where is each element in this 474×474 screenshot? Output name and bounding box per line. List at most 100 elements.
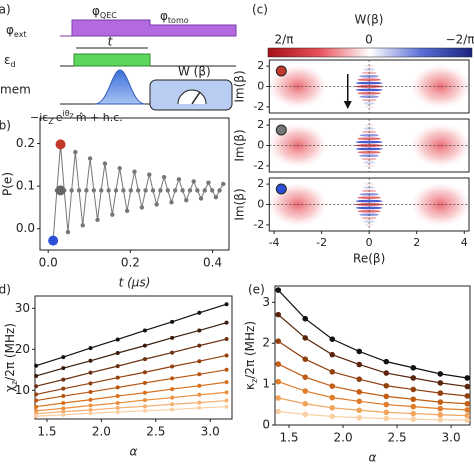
fringe	[355, 199, 383, 203]
data-point	[34, 384, 39, 389]
highlight-point	[55, 139, 66, 150]
data-point	[124, 208, 130, 214]
x-tick-label: 1.5	[279, 431, 298, 445]
data-point	[170, 402, 175, 407]
data-point	[34, 373, 39, 378]
phi-pulse	[60, 19, 237, 37]
y-axis-label-part: z	[10, 381, 19, 385]
hamiltonian: −iεZ eiθz m̂ + h.c.	[30, 109, 123, 126]
data-point	[170, 395, 175, 400]
data-point	[61, 377, 66, 382]
pulse-diagram: (a) φext φQEC φtomo εd t mem W (β) −iεZe…	[0, 3, 237, 126]
data-point	[275, 338, 282, 344]
data-point	[170, 335, 175, 340]
x-tick-label: 2.0	[334, 431, 353, 445]
fringe	[364, 123, 374, 127]
data-point	[142, 328, 147, 333]
data-point	[383, 382, 390, 389]
fringe	[357, 78, 381, 81]
data-point	[170, 319, 175, 324]
y-tick-label: 3	[262, 295, 270, 309]
fringe	[364, 105, 374, 109]
x-tick-label: 2.0	[92, 425, 111, 439]
data-point	[115, 364, 120, 369]
coherent-blob	[410, 123, 471, 168]
data-point	[61, 355, 66, 360]
data-point	[197, 359, 202, 364]
data-point	[302, 388, 309, 394]
data-point	[76, 188, 82, 193]
data-point	[302, 335, 309, 341]
data-point	[329, 336, 336, 342]
data-point	[73, 149, 78, 155]
plot-frame	[34, 295, 233, 420]
data-point	[302, 315, 309, 322]
data-point	[329, 351, 336, 358]
data-point	[464, 400, 471, 407]
colorbar	[267, 47, 473, 58]
data-point	[142, 380, 147, 385]
fringe	[357, 196, 381, 199]
series-line	[35, 303, 227, 367]
y-axis-label-part: /2π (MHz)	[3, 323, 17, 381]
wigner-panels: -2 0 2 Im(β) -2 0 2 Im(β) -2 0 2 Im(β) -4 -2 0 2 4 Re(β)	[233, 59, 471, 266]
data-point	[410, 364, 417, 371]
y-axis-label: Im(β)	[233, 70, 247, 102]
data-point	[154, 202, 159, 207]
data-point	[302, 374, 309, 380]
data-point	[356, 414, 363, 421]
data-point	[172, 188, 178, 193]
data-point	[410, 386, 417, 393]
panel-label: (b)	[0, 119, 11, 133]
y-axis-label: Im(β)	[233, 188, 247, 220]
y-axis-label-part: κ	[243, 383, 257, 390]
fringe	[355, 81, 383, 85]
data-point	[197, 383, 202, 388]
data-point	[437, 371, 444, 377]
data-point	[437, 380, 444, 386]
data-point	[88, 397, 93, 402]
state-marker	[275, 124, 287, 136]
data-point	[115, 410, 120, 415]
y-tick-label: 2	[257, 59, 264, 72]
coherent-blob	[410, 182, 471, 227]
series-line	[35, 354, 227, 395]
data-point	[202, 188, 207, 193]
data-point	[87, 156, 93, 161]
colorbar-mid: 0	[365, 33, 373, 47]
x-tick-label: 0	[366, 236, 373, 249]
y-tick-label: 0	[257, 198, 264, 211]
plot-frame	[274, 285, 471, 426]
series-line	[35, 338, 227, 387]
x-tick-label: 2.5	[388, 431, 407, 445]
data-point	[113, 188, 119, 193]
data-point	[224, 367, 229, 372]
data-point	[356, 348, 363, 355]
y-tick-label: 2	[257, 177, 264, 190]
series-line	[278, 410, 468, 421]
series-line	[35, 369, 227, 402]
y-axis-label-part: χ	[3, 385, 17, 392]
wigner-panel: -2 0 2 Im(β)	[233, 118, 471, 173]
data-point	[302, 411, 309, 418]
data-point	[197, 392, 202, 397]
series-line	[278, 397, 468, 417]
data-point	[302, 400, 309, 407]
y-tick-label: 0	[262, 418, 270, 432]
data-point	[437, 405, 444, 412]
state-marker	[275, 65, 287, 77]
data-point	[88, 346, 93, 351]
y-tick-label: 0.2	[16, 136, 35, 150]
phi-qec-label: φQEC	[92, 4, 117, 20]
data-point	[275, 378, 282, 385]
data-point	[176, 177, 182, 182]
data-point	[224, 380, 229, 385]
data-point	[142, 390, 147, 395]
data-point	[34, 404, 39, 409]
series-line	[277, 289, 468, 379]
data-point	[464, 407, 471, 413]
y-tick-label: 1	[262, 377, 270, 391]
x-tick-label: 3.0	[201, 425, 220, 439]
mem-pulse	[94, 69, 146, 105]
data-point	[197, 343, 202, 348]
